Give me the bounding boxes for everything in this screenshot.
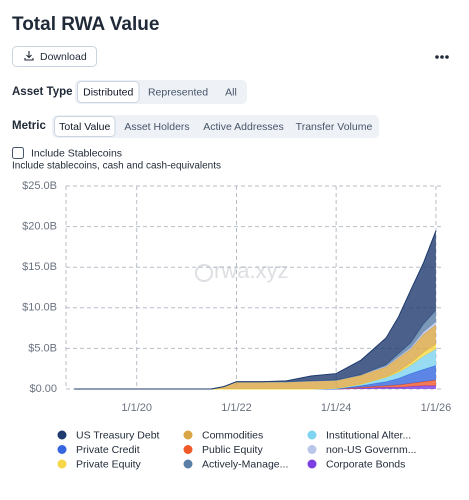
page-title: Total RWA Value: [12, 14, 159, 35]
download-button[interactable]: Download: [12, 46, 97, 67]
legend-label: Public Equity: [202, 444, 263, 456]
legend-swatch: [57, 459, 67, 469]
watermark: rwa.xyz: [195, 258, 289, 283]
x-tick-label: 1/1/20: [121, 402, 152, 414]
selected-tab: [54, 116, 116, 137]
legend-swatch: [183, 459, 193, 469]
legend-swatch: [57, 430, 67, 440]
legend-label: Actively-Manage...: [202, 458, 288, 470]
legend-swatch: [183, 430, 193, 440]
legend-label: Institutional Alter...: [326, 429, 411, 441]
area-line: [74, 230, 437, 390]
area-fill: [74, 230, 436, 389]
legend-swatch: [307, 430, 317, 440]
legend-label: Private Equity: [76, 458, 142, 470]
y-tick-label: $0.00: [29, 383, 57, 395]
more-menu[interactable]: [435, 55, 449, 59]
stablecoin-label: Include Stablecoins: [31, 147, 122, 159]
y-tick-label: $5.0B: [28, 342, 57, 354]
area-fill: [74, 385, 436, 389]
y-tick-label: $15.0B: [22, 261, 57, 273]
legend-label: Commodities: [202, 429, 263, 441]
y-tick-label: $25.0B: [22, 180, 57, 192]
tab[interactable]: Distributed: [83, 86, 133, 98]
legend-label: Private Credit: [76, 444, 140, 456]
x-tick-label: 1/1/24: [321, 402, 352, 414]
legend-swatch: [307, 445, 317, 454]
metric-tabs: Total Value Asset Holders Active Addresses…: [54, 116, 373, 137]
selected-tab: [77, 81, 140, 103]
tab[interactable]: Represented: [148, 86, 208, 98]
tab[interactable]: Active Addresses: [203, 121, 284, 133]
asset-type-label: Asset Type: [12, 86, 73, 98]
legend-label: non-US Governm...: [326, 444, 416, 456]
watermark-text: rwa.xyz: [214, 258, 289, 283]
tab[interactable]: Total Value: [59, 121, 110, 133]
tab[interactable]: All: [225, 86, 237, 98]
download-label: Download: [40, 51, 87, 63]
y-tick-label: $20.0B: [22, 221, 57, 233]
metric-group: [52, 115, 379, 138]
plot: $0.00 $5.0B $10.0B $15.0B $20.0B $25.0B 1/1/20…: [22, 180, 451, 414]
y-tick-label: $10.0B: [22, 302, 57, 314]
stablecoin-description: Include stablecoins, cash and cash-equiv…: [12, 161, 221, 172]
legend-label: US Treasury Debt: [76, 429, 160, 441]
legend-swatch: [183, 445, 193, 454]
asset-type-tabs: Distributed Represented All: [77, 81, 237, 103]
metric-label: Metric: [12, 120, 46, 132]
tab[interactable]: Transfer Volume: [296, 121, 373, 133]
legend-swatch: [57, 445, 67, 454]
stablecoin-checkbox[interactable]: [12, 147, 24, 159]
x-tick-label: 1/1/22: [221, 402, 252, 414]
legend-swatch: [307, 459, 317, 469]
legend: US Treasury Debt Commodities Institutional…: [57, 429, 416, 470]
x-tick-label: 1/1/26: [421, 402, 452, 414]
tab[interactable]: Asset Holders: [124, 121, 189, 133]
legend-label: Corporate Bonds: [326, 458, 405, 470]
